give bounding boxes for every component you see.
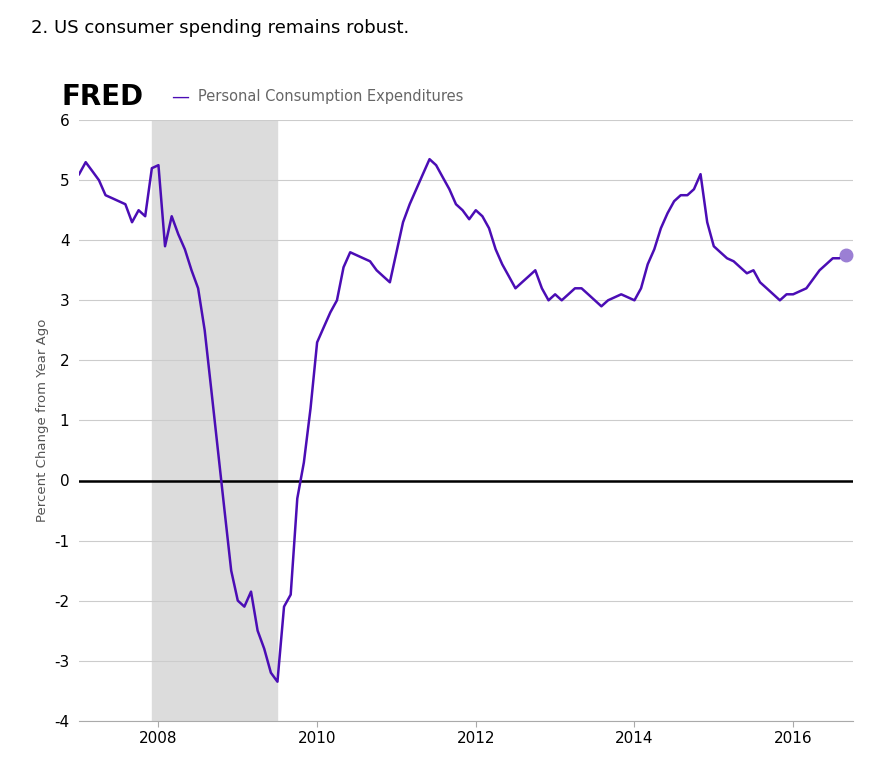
Y-axis label: Percent Change from Year Ago: Percent Change from Year Ago [35,319,48,522]
Text: Personal Consumption Expenditures: Personal Consumption Expenditures [198,89,463,105]
Text: —: — [171,88,189,106]
Bar [152,120,277,721]
Text: 2. US consumer spending remains robust.: 2. US consumer spending remains robust. [31,19,408,37]
Text: FRED: FRED [61,83,143,111]
